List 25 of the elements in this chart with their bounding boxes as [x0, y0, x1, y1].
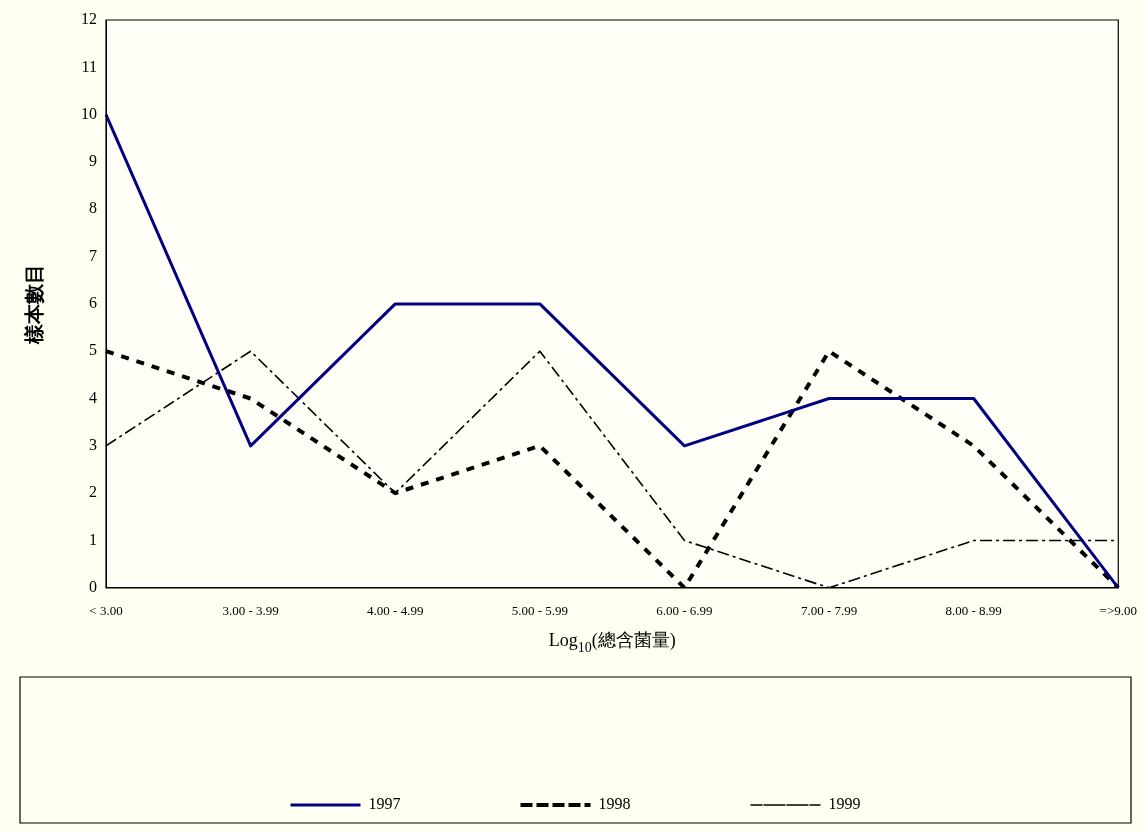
x-tick-label: 7.00 - 7.99 — [800, 603, 858, 619]
x-tick-label: 8.00 - 8.99 — [945, 603, 1002, 619]
legend-label: 1998 — [598, 795, 631, 813]
y-tick-label: 5 — [89, 341, 97, 359]
y-tick-label: 0 — [89, 578, 97, 595]
y-tick-label: 10 — [81, 104, 97, 122]
y-tick-label: 3 — [89, 436, 97, 454]
x-tick-label: 3.00 - 3.99 — [222, 603, 279, 619]
y-tick-label: 1 — [89, 530, 97, 548]
x-tick-label: 5.00 - 5.99 — [511, 603, 569, 619]
x-tick-label: < 3.00 — [89, 603, 123, 619]
x-tick-label: 4.00 - 4.99 — [367, 603, 424, 619]
legend-label: 1999 — [828, 795, 861, 813]
legend-label: 1997 — [368, 795, 401, 813]
x-tick-label: 6.00 - 6.99 — [656, 603, 713, 619]
y-tick-label: 6 — [89, 294, 97, 312]
x-tick-label: =>9.00 — [1099, 603, 1137, 619]
y-tick-label: 4 — [89, 388, 97, 406]
y-tick-label: 8 — [89, 199, 97, 217]
y-tick-label: 2 — [89, 483, 97, 501]
y-tick-label: 9 — [89, 152, 97, 170]
y-tick-label: 12 — [81, 10, 97, 28]
y-axis-title: 樣本數目 — [22, 263, 47, 345]
y-tick-label: 11 — [81, 57, 97, 75]
y-tick-label: 7 — [89, 246, 97, 264]
